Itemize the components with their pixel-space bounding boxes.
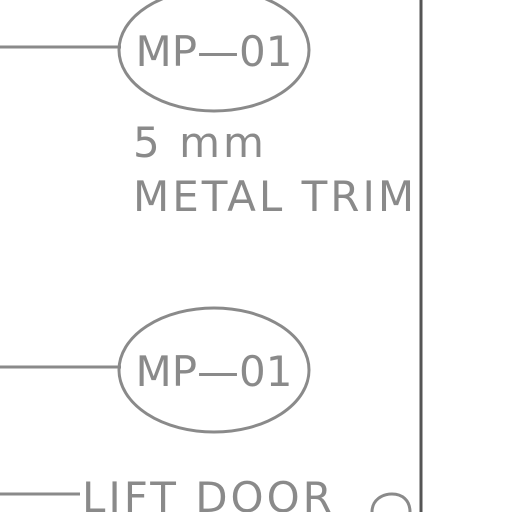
note-material: METAL TRIM <box>133 172 417 221</box>
material-tag-1: MP—01 <box>0 0 311 113</box>
tag-label-2: MP—01 <box>135 347 292 396</box>
note-lift-door: LIFT DOOR <box>82 473 335 512</box>
material-tag-2: MP—01 <box>0 306 311 434</box>
tag-ellipse-1 <box>117 0 311 113</box>
tag-ellipse-2 <box>117 306 311 434</box>
note-thickness: 5 mm <box>133 118 267 167</box>
tag-label-1: MP—01 <box>135 27 292 76</box>
partial-symbol <box>370 492 412 512</box>
